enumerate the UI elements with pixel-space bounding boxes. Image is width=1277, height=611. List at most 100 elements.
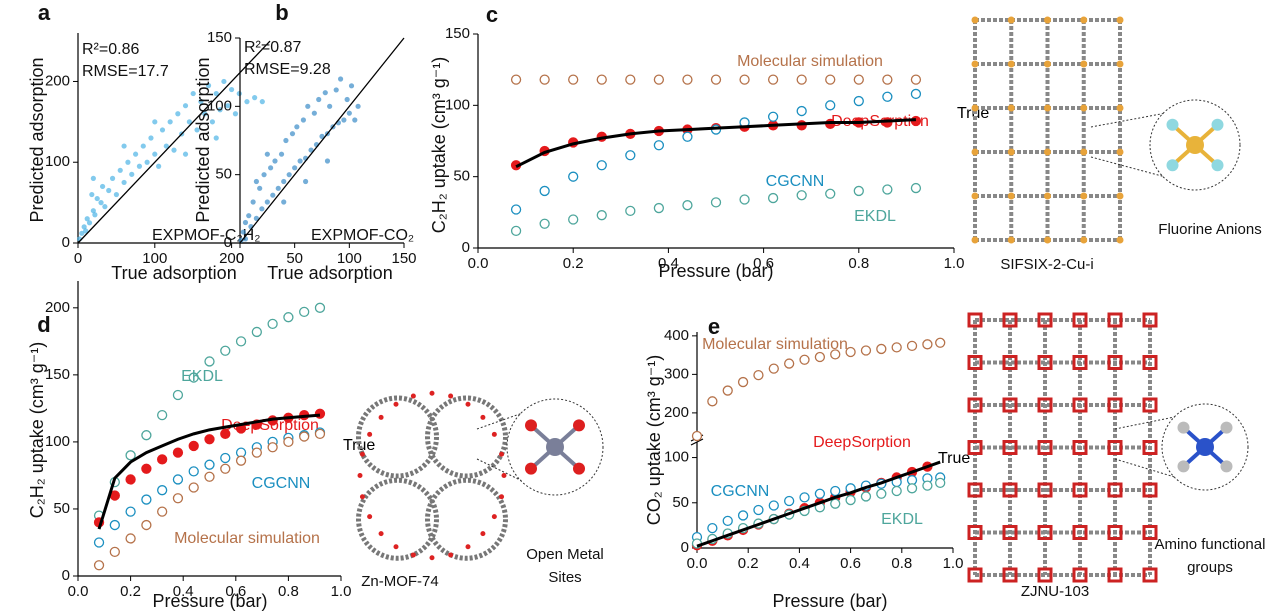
- data-point: [157, 409, 168, 421]
- fit-line: [515, 118, 916, 169]
- scatter-point: [136, 163, 143, 169]
- atom: [1107, 355, 1123, 370]
- series-label: EKDL: [181, 368, 223, 385]
- series-label: True: [938, 450, 970, 467]
- atom: [1072, 355, 1088, 370]
- data-point: [707, 522, 718, 534]
- x-axis-label: True adsorption: [111, 263, 236, 283]
- atom: [971, 60, 979, 68]
- scatter-point: [236, 90, 242, 97]
- data-point: [767, 111, 779, 122]
- atom: [491, 431, 497, 437]
- x-tick-label: 0.8: [891, 555, 912, 572]
- zoom-atom: [1220, 460, 1233, 473]
- data-point: [93, 537, 105, 548]
- zoom-atom: [1211, 159, 1224, 172]
- atom: [1116, 60, 1124, 68]
- y-axis-label: C₂H₂ uptake (cm³ g⁻¹): [27, 342, 47, 519]
- series-label: Molecular simulation: [702, 336, 848, 353]
- y-tick-label: 150: [445, 25, 470, 42]
- scatter-point: [281, 178, 287, 185]
- scatter-point: [281, 199, 287, 205]
- y-tick-label: 50: [453, 168, 470, 185]
- data-point: [796, 190, 807, 201]
- scatter-point: [308, 147, 314, 153]
- x-axis-label: Pressure (bar): [152, 591, 267, 611]
- scatter-point: [79, 230, 85, 236]
- atom: [465, 544, 471, 550]
- data-point: [625, 74, 636, 85]
- y-tick-label: 100: [45, 433, 70, 450]
- series-label: CGCNN: [766, 173, 825, 190]
- data-point: [653, 202, 665, 214]
- scatter-point: [322, 90, 328, 96]
- series-label: Molecular simulation: [174, 530, 320, 547]
- atom: [1080, 192, 1088, 200]
- data-point: [625, 205, 636, 217]
- series-label: DeepSorption: [813, 434, 911, 451]
- zoom-atom: [1166, 118, 1179, 131]
- zoom-line: [1090, 113, 1164, 128]
- x-axis-label: Pressure (bar): [658, 261, 773, 281]
- scatter-point: [99, 183, 106, 190]
- data-point: [814, 351, 826, 363]
- panel-letter: e: [708, 314, 720, 339]
- x-tick-label: 0.4: [658, 255, 679, 272]
- scatter-point: [102, 204, 108, 210]
- scatter-point: [270, 192, 276, 198]
- atom: [1107, 567, 1123, 583]
- data-point: [125, 474, 136, 485]
- atom: [1002, 482, 1018, 498]
- data-point: [314, 302, 326, 313]
- scatter-point: [253, 215, 259, 221]
- atom: [1044, 236, 1051, 244]
- atom: [1107, 312, 1123, 328]
- x-axis-label: Pressure (bar): [772, 591, 887, 611]
- atom: [367, 431, 373, 437]
- atom: [448, 552, 454, 558]
- scatter-point: [213, 90, 219, 97]
- data-point: [204, 471, 215, 482]
- data-point: [876, 343, 887, 355]
- data-point: [710, 74, 722, 85]
- data-point: [682, 74, 693, 85]
- data-point: [141, 430, 152, 441]
- atom: [367, 514, 373, 520]
- atom: [967, 440, 983, 455]
- atom: [1080, 16, 1088, 24]
- scatter-point: [278, 151, 285, 157]
- scatter-point: [275, 185, 281, 191]
- x-tick-label: 0.2: [563, 255, 584, 272]
- scatter-point: [148, 135, 154, 141]
- x-tick-label: 0.2: [120, 583, 141, 600]
- scatter-point: [346, 110, 352, 116]
- atom: [971, 236, 979, 244]
- zoom-atom: [525, 419, 537, 432]
- data-point: [882, 91, 893, 102]
- scatter-point: [244, 99, 250, 105]
- atom: [491, 514, 497, 520]
- zoom-line: [1114, 458, 1176, 478]
- atom: [1072, 525, 1088, 540]
- scatter-point: [264, 199, 270, 205]
- x-tick-label: 0: [236, 250, 244, 267]
- structure-detail: Fluorine Anions: [1158, 221, 1261, 238]
- scatter-point: [175, 111, 181, 117]
- data-point: [188, 440, 199, 452]
- scatter-point: [261, 172, 267, 178]
- data-point: [825, 100, 836, 111]
- scatter-point: [297, 158, 303, 164]
- atom: [1116, 192, 1124, 200]
- zoom-line: [1114, 416, 1175, 430]
- data-point: [935, 337, 946, 348]
- data-point: [220, 345, 231, 356]
- data-point: [314, 428, 326, 440]
- atom: [1142, 482, 1158, 498]
- scatter-point: [113, 191, 119, 198]
- data-point: [109, 546, 120, 558]
- structure-detail: Amino functional: [1155, 536, 1266, 553]
- atom: [1037, 482, 1053, 498]
- atom: [1002, 525, 1018, 540]
- data-point: [853, 74, 864, 85]
- atom: [967, 567, 983, 583]
